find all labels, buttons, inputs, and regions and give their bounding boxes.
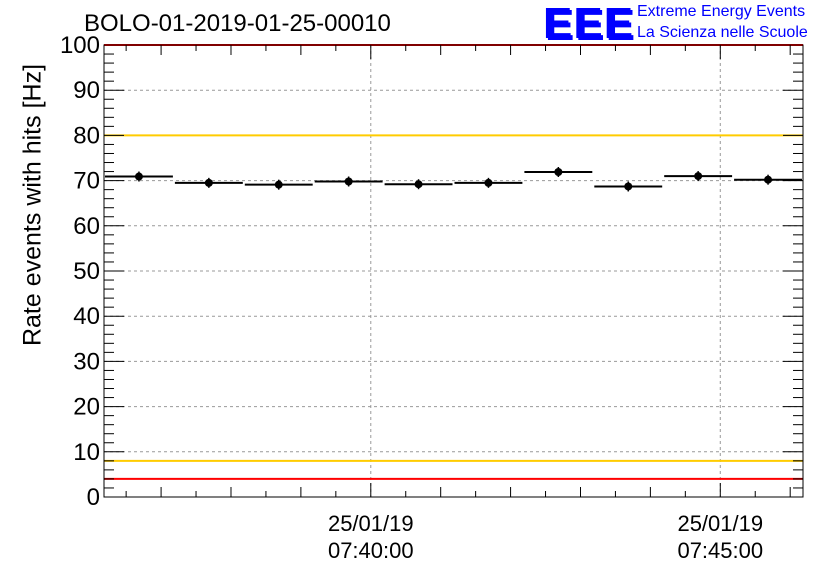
y-tick-label: 10 bbox=[73, 439, 100, 466]
data-point bbox=[554, 168, 563, 177]
y-tick-label: 60 bbox=[73, 213, 100, 240]
logo-subtitle-line1: Extreme Energy Events bbox=[637, 3, 806, 20]
data-point bbox=[764, 175, 773, 184]
y-tick-label: 80 bbox=[73, 122, 100, 149]
y-tick-label: 20 bbox=[73, 394, 100, 421]
x-tick-label-date: 25/01/19 bbox=[328, 511, 414, 536]
data-point bbox=[694, 172, 703, 181]
tick-labels: 010203040506070809010025/01/1907:40:0025… bbox=[60, 32, 763, 563]
logo-subtitle-line2: La Scienza nelle Scuole bbox=[637, 24, 808, 41]
x-tick-label-date: 25/01/19 bbox=[677, 511, 763, 536]
y-tick-label: 100 bbox=[60, 32, 100, 59]
y-tick-label: 70 bbox=[73, 168, 100, 195]
data-series bbox=[105, 167, 802, 192]
y-tick-label: 90 bbox=[73, 77, 100, 104]
y-tick-label: 30 bbox=[73, 348, 100, 375]
data-point bbox=[134, 172, 143, 181]
data-point bbox=[624, 182, 633, 191]
data-point bbox=[274, 180, 283, 189]
x-tick-label-time: 07:45:00 bbox=[677, 538, 763, 563]
data-point bbox=[204, 178, 213, 187]
y-tick-label: 40 bbox=[73, 303, 100, 330]
chart-title: BOLO-01-2019-01-25-00010 bbox=[84, 10, 391, 37]
eee-logo: EEE bbox=[543, 0, 635, 48]
data-point bbox=[414, 180, 423, 189]
y-tick-label: 0 bbox=[87, 484, 100, 511]
data-point bbox=[484, 178, 493, 187]
reference-lines bbox=[104, 44, 803, 480]
y-tick-label: 50 bbox=[73, 258, 100, 285]
axis-ticks bbox=[104, 44, 803, 498]
x-tick-label-time: 07:40:00 bbox=[328, 538, 414, 563]
y-axis-label: Rate events with hits [Hz] bbox=[18, 63, 47, 347]
data-point bbox=[344, 177, 353, 186]
grid bbox=[104, 45, 803, 497]
